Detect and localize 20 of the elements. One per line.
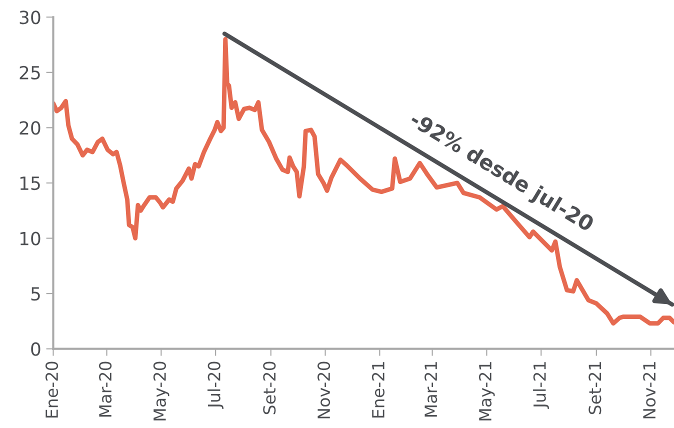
x-tick-label: Set-21 [588, 362, 602, 414]
x-tick-label: Ene-21 [372, 362, 385, 418]
y-tick-label: 20 [20, 121, 40, 135]
line-series [53, 37, 674, 326]
x-tick-label: Set-20 [263, 362, 276, 414]
y-tick-label: 5 [31, 287, 40, 301]
x-tick-label: Nov-21 [643, 362, 656, 418]
y-tick-label: 10 [20, 232, 40, 246]
x-tick-label: Ene-20 [45, 362, 58, 418]
x-tick-label: Mar-20 [98, 362, 112, 417]
x-tick-label: Jul-20 [208, 362, 224, 409]
x-tick-label: Jul-21 [533, 362, 550, 409]
x-tick-label: Mar-21 [424, 362, 438, 417]
y-tick-label: 15 [20, 176, 40, 190]
y-tick-label: 30 [20, 10, 40, 24]
x-tick-label: May-21 [478, 362, 495, 420]
y-tick-label: 0 [31, 342, 40, 356]
x-tick-label: Nov-20 [318, 362, 330, 418]
x-tick-label: May-20 [153, 362, 170, 420]
y-tick-label: 25 [20, 66, 40, 80]
